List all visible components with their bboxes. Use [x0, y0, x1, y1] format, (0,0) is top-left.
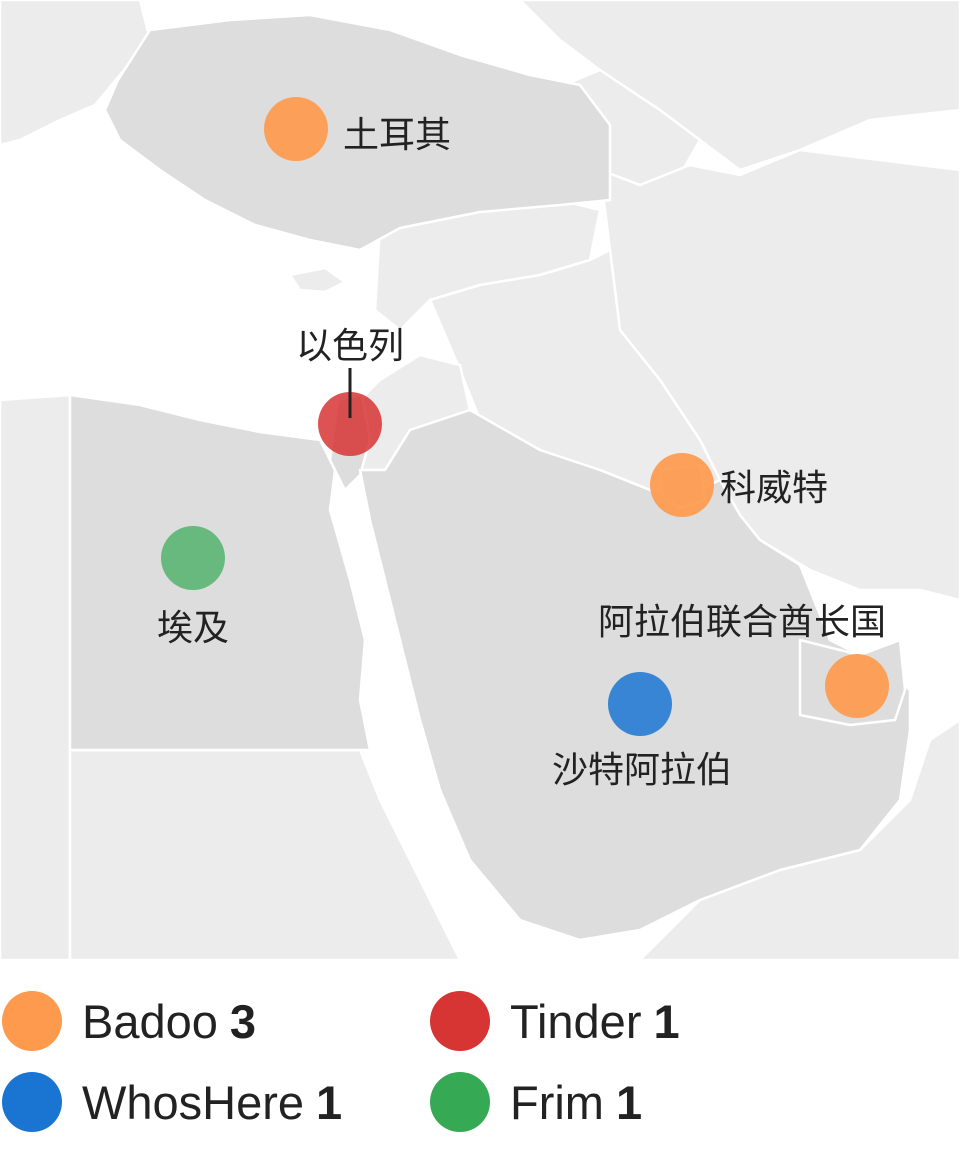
- legend-name: Frim: [510, 1075, 604, 1129]
- egypt-label: 埃及: [157, 608, 229, 649]
- uae-marker: [825, 654, 889, 718]
- land-cyprus: [288, 266, 347, 294]
- legend-name: Tinder: [510, 994, 642, 1048]
- legend-count: 1: [615, 1075, 643, 1129]
- israel-label: 以色列: [296, 326, 404, 367]
- turkey-shape: [103, 13, 612, 252]
- other-land: [0, 0, 960, 960]
- tinder-swatch: [430, 991, 490, 1051]
- frim-swatch: [430, 1072, 490, 1132]
- saudi-arabia-marker: [608, 672, 672, 736]
- land-balkans: [0, 0, 152, 147]
- map: 土耳其 以色列 科威特 埃及 阿拉伯联合酋长国 沙特阿拉伯: [0, 0, 960, 960]
- land-libya: [0, 393, 72, 960]
- turkey-label: 土耳其: [343, 115, 451, 156]
- israel-marker: [318, 392, 382, 456]
- land-sudan: [68, 748, 462, 960]
- legend-item-frim: Frim 1: [430, 1071, 642, 1133]
- legend-item-badoo: Badoo 3: [2, 990, 256, 1052]
- legend-count: 1: [316, 1075, 343, 1129]
- egypt-marker: [161, 526, 225, 590]
- legend-label: WhosHere 1: [82, 1075, 342, 1130]
- legend-count: 1: [653, 994, 680, 1048]
- legend-label: Badoo 3: [82, 994, 256, 1049]
- legend-label: Tinder 1: [510, 994, 680, 1049]
- legend-name: WhosHere: [82, 1075, 305, 1129]
- legend: Badoo 3 Tinder 1 WhosHere 1 Frim 1: [0, 960, 960, 1158]
- legend-label: Frim 1: [510, 1075, 642, 1130]
- saudi-arabia-label: 沙特阿拉伯: [552, 750, 732, 791]
- legend-item-tinder: Tinder 1: [430, 990, 680, 1052]
- legend-item-whoshere: WhosHere 1: [2, 1071, 342, 1133]
- whoshere-swatch: [2, 1072, 62, 1132]
- land-black-sea-north: [518, 0, 960, 172]
- legend-count: 3: [229, 994, 257, 1048]
- legend-name: Badoo: [82, 994, 218, 1048]
- kuwait-marker: [650, 453, 714, 517]
- turkey-marker: [264, 97, 328, 161]
- uae-label: 阿拉伯联合酋长国: [598, 602, 886, 643]
- kuwait-label: 科威特: [720, 468, 828, 509]
- badoo-swatch: [2, 991, 62, 1051]
